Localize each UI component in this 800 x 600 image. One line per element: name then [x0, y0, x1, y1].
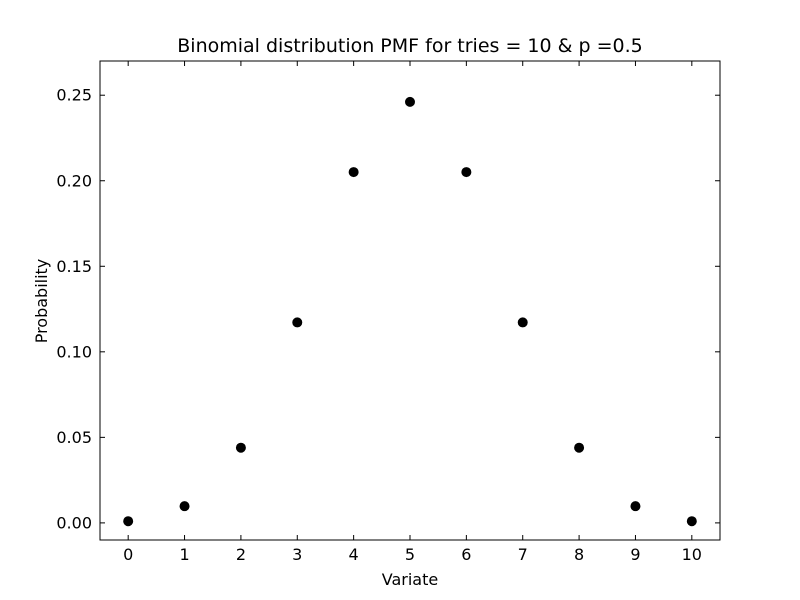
y-tick-label: 0.15 [56, 257, 92, 276]
data-point [179, 501, 190, 512]
y-axis-label: Probability [32, 259, 51, 344]
x-tick-label: 3 [292, 545, 302, 564]
y-tick-label: 0.25 [56, 86, 92, 105]
data-point [517, 317, 528, 328]
data-point [630, 501, 641, 512]
x-tick-label: 6 [461, 545, 471, 564]
x-tick-label: 1 [179, 545, 189, 564]
x-tick-label: 9 [630, 545, 640, 564]
y-tick-label: 0.10 [56, 342, 92, 361]
data-point [405, 96, 415, 107]
data-point [123, 516, 134, 527]
x-tick-label: 4 [349, 545, 359, 564]
x-tick-label: 7 [518, 545, 528, 564]
data-point [461, 167, 472, 178]
x-tick-label: 2 [236, 545, 246, 564]
data-point [292, 317, 303, 328]
data-point [235, 442, 246, 453]
y-tick-label: 0.20 [56, 171, 92, 190]
chart-title: Binomial distribution PMF for tries = 10… [177, 35, 642, 57]
x-tick-label: 5 [405, 545, 415, 564]
data-point [686, 516, 697, 527]
x-axis-label: Variate [382, 570, 438, 589]
plot-area: 0 1 2 3 4 5 6 7 8 9 10 0.00 0.05 0.10 0.15 0.20 0.25 [56, 60, 721, 564]
y-tick-label: 0.00 [56, 513, 92, 532]
x-tick-label: 8 [574, 545, 584, 564]
data-point [348, 167, 359, 178]
x-tick-label: 10 [682, 545, 702, 564]
y-tick-label: 0.05 [56, 428, 92, 447]
x-tick-label: 0 [123, 545, 133, 564]
data-point [574, 442, 585, 453]
